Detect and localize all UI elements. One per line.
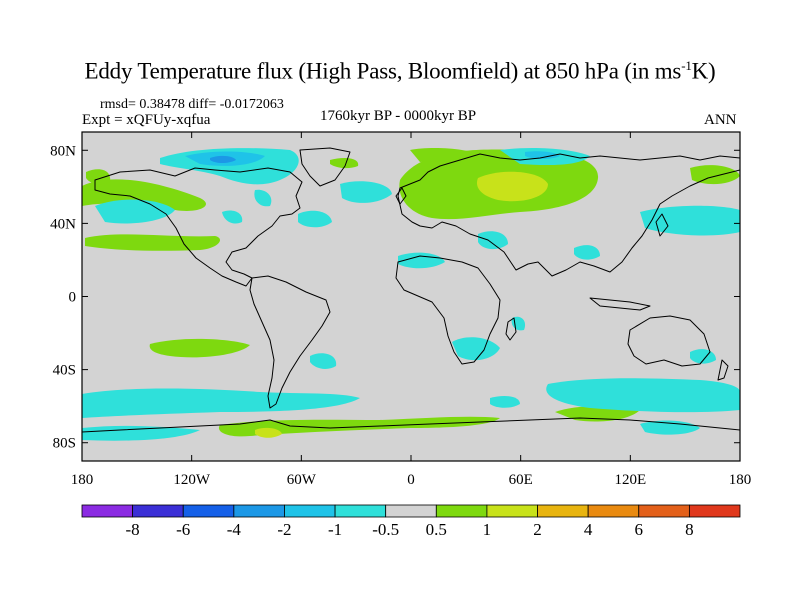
y-tick-label: 80N <box>50 143 76 159</box>
coast-japan <box>655 213 669 237</box>
y-tick-label: 40S <box>53 363 76 379</box>
y-tick-label: 80S <box>53 436 76 452</box>
colorbar-box <box>132 504 184 518</box>
experiment-label: Expt = xQFUy-xqfua <box>82 112 211 128</box>
colorbar-box <box>537 504 589 518</box>
field-antarctic-yellow <box>255 427 282 438</box>
coast-new-zealand <box>717 359 729 381</box>
colorbar-box <box>182 504 235 518</box>
field-greenland-sea <box>330 158 359 169</box>
period-label: 1760kyr BP - 0000kyr BP <box>320 108 477 124</box>
coast-antarctica <box>82 417 740 433</box>
colorbar-box <box>587 504 640 518</box>
x-axis-labels: 180 120W 60W 0 60E 120E 180 <box>71 472 752 488</box>
field-scandinavia <box>410 148 480 162</box>
colorbar-label: 2 <box>533 520 542 539</box>
field-arctic-blue-2 <box>210 155 236 163</box>
x-tick-label: 120E <box>614 472 646 488</box>
colorbar-label: 6 <box>634 520 644 539</box>
colorbar-box <box>435 504 488 518</box>
field-kuroshio <box>640 205 740 236</box>
colorbar-box <box>284 504 336 518</box>
colorbar-box <box>486 504 538 518</box>
coast-north-america <box>94 167 303 287</box>
y-tick-label: 40N <box>50 216 76 232</box>
coast-south-america <box>249 275 331 409</box>
field-south-africa <box>452 337 500 361</box>
colorbar-box <box>81 504 134 518</box>
x-tick-label: 60W <box>287 472 317 488</box>
x-tick-label: 60E <box>509 472 533 488</box>
field-mediterranean <box>398 252 445 269</box>
chart-title: Eddy Temperature flux (High Pass, Bloomf… <box>0 58 800 85</box>
field-middle-east <box>478 231 508 250</box>
field-east-asia <box>574 245 600 260</box>
coast-africa <box>395 255 501 365</box>
field-south-pacific-sub <box>149 338 250 358</box>
coast-eurasia <box>397 153 740 277</box>
colorbar-label: 0.5 <box>425 520 447 539</box>
colorbar-box <box>688 504 741 518</box>
colorbar-label: -2 <box>277 520 292 539</box>
coast-greenland <box>299 147 351 187</box>
field-north-atlantic-w <box>340 181 392 203</box>
colorbar-label: -8 <box>125 520 140 539</box>
field-east-pacific <box>222 210 243 224</box>
colorbar-box <box>233 504 285 518</box>
colorbar-label: 4 <box>583 520 593 539</box>
field-hudson-bay <box>254 189 272 207</box>
colorbar-label: 8 <box>685 520 694 539</box>
field-east-siberia <box>690 165 740 185</box>
field-barents-blue <box>525 151 560 159</box>
colorbar <box>81 504 741 518</box>
x-tick-label: 0 <box>407 472 415 488</box>
coast-indonesia <box>589 297 651 311</box>
field-south-atlantic-w <box>310 353 337 369</box>
colorbar-label: -0.5 <box>372 520 400 539</box>
colorbar-label: -6 <box>176 520 191 539</box>
field-atlantic-sub <box>298 210 332 228</box>
axis-ticks <box>81 132 741 461</box>
field-south-indian-west <box>490 396 520 408</box>
season-label: ANN <box>704 112 737 128</box>
field-south-pacific-band <box>82 388 360 418</box>
title-main: Eddy Temperature flux (High Pass, Bloomf… <box>84 58 682 84</box>
colorbar-label: 1 <box>482 520 492 539</box>
y-tick-label: 0 <box>69 290 77 306</box>
colorbar-box <box>334 504 387 518</box>
colorbar-label: -4 <box>226 520 241 539</box>
x-tick-label: 180 <box>71 472 94 488</box>
field-north-pacific-sub <box>95 199 175 224</box>
title-superscript: -1 <box>681 58 692 73</box>
field-siberia-max <box>476 171 548 202</box>
field-southern-ocean-east <box>546 378 740 413</box>
title-suffix: K) <box>691 58 716 84</box>
coast-british-isles <box>395 187 407 205</box>
anomaly-fields <box>82 148 740 441</box>
colorbar-label: -1 <box>327 520 343 539</box>
coast-madagascar <box>505 317 517 341</box>
map-plot-area <box>82 132 740 461</box>
x-tick-label: 120W <box>173 472 211 488</box>
coastlines <box>82 147 740 433</box>
field-antarctic-west <box>82 425 200 441</box>
field-alaska <box>86 169 111 185</box>
colorbar-box <box>638 504 690 518</box>
x-tick-label: 180 <box>729 472 752 488</box>
stats-line: rmsd= 0.38478 diff= -0.0172063 <box>100 97 284 112</box>
coast-australia <box>627 315 711 367</box>
field-north-pacific-east <box>85 234 220 251</box>
colorbar-box <box>385 504 437 518</box>
y-axis-labels: 80N 40N 0 40S 80S <box>50 143 76 451</box>
